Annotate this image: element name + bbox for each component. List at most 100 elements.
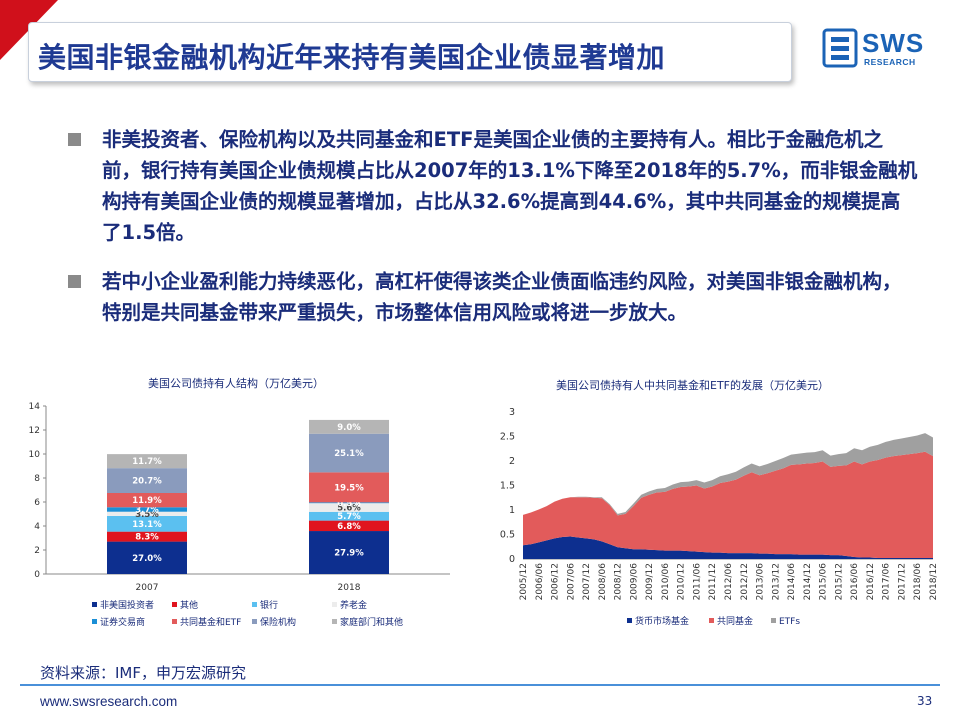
- bar-data-label: 20.7%: [132, 477, 162, 487]
- square-bullet-icon: [68, 275, 81, 288]
- x-tick-label: 2011/12: [708, 563, 718, 600]
- bar-segment: [309, 531, 389, 574]
- chart2-title: 美国公司债持有人中共同基金和ETF的发展（万亿美元）: [556, 379, 829, 392]
- x-tick-label: 2005/12: [519, 563, 529, 600]
- bar-segment: [107, 468, 187, 493]
- legend-label: 养老金: [340, 599, 367, 611]
- bullet-item: 非美投资者、保险机构以及共同基金和ETF是美国企业债的主要持有人。相比于金融危机…: [68, 124, 918, 248]
- bar-data-label: 8.3%: [135, 533, 159, 543]
- x-tick-label: 2015/12: [834, 563, 844, 600]
- bar-data-label: 11.7%: [132, 457, 162, 467]
- bar-segment: [107, 515, 187, 532]
- sws-logo: SWS RESEARCH: [822, 28, 942, 68]
- page-number: 33: [917, 694, 933, 708]
- area-series: [523, 451, 933, 559]
- bar-data-label: 0.5%: [337, 499, 361, 509]
- legend-label: 共同基金: [717, 615, 753, 627]
- x-tick-label: 2011/06: [692, 563, 702, 601]
- x-tick-label: 2018: [338, 583, 361, 593]
- x-tick-label: 2013/06: [756, 563, 766, 601]
- legend-label: 货币市场基金: [635, 615, 689, 627]
- legend-label: 证券交易商: [100, 616, 145, 628]
- legend-label: 银行: [260, 599, 278, 611]
- x-tick-label: 2006/06: [535, 563, 545, 601]
- square-bullet-icon: [68, 133, 81, 146]
- bar-segment: [107, 531, 187, 542]
- x-tick-label: 2015/06: [819, 563, 829, 601]
- bar-data-label: 27.0%: [132, 554, 162, 564]
- y-tick-label: 8: [34, 474, 40, 484]
- bullet-text: 非美投资者、保险机构以及共同基金和ETF是美国企业债的主要持有人。相比于金融危机…: [102, 128, 918, 244]
- bar-segment: [309, 520, 389, 532]
- logo-text: SWS: [862, 28, 925, 58]
- bar-data-label: 5.6%: [337, 504, 361, 514]
- x-tick-label: 2010/12: [677, 563, 687, 600]
- bar-segment: [107, 511, 187, 516]
- bar-segment: [309, 433, 389, 473]
- legend-swatch: [771, 618, 776, 623]
- area-series: [523, 433, 933, 516]
- legend-swatch: [709, 618, 714, 623]
- footer-divider: [20, 684, 940, 686]
- x-tick-label: 2018/12: [929, 563, 939, 600]
- title-bar: 美国非银金融机构近年来持有美国企业债显著增加 SWS RESEARCH: [0, 0, 960, 96]
- bar-data-label: 19.5%: [334, 483, 364, 493]
- legend-swatch: [332, 602, 337, 607]
- bar-data-label: 13.1%: [132, 520, 162, 530]
- bar-data-label: 6.8%: [337, 522, 361, 532]
- holder-structure-chart: 0 2 4 6 8 10 12 14 27.0% 8.3% 13.1%3.5%3.7%11.9% 20…: [29, 402, 450, 628]
- x-tick-label: 2017/06: [882, 563, 892, 601]
- bar-segment: [309, 503, 389, 512]
- x-tick-label: 2013/12: [771, 563, 781, 600]
- legend-label: 家庭部门和其他: [340, 616, 403, 628]
- bullet-text: 若中小企业盈利能力持续恶化，高杠杆使得该类企业债面临违约风险，对美国非银金融机构…: [102, 270, 902, 324]
- x-tick-label: 2014/12: [803, 563, 813, 600]
- legend-swatch: [92, 619, 97, 624]
- x-tick-label: 2012/12: [740, 563, 750, 600]
- footer-url[interactable]: www.swsresearch.com: [40, 694, 178, 709]
- x-tick-label: 2014/06: [787, 563, 797, 601]
- page-title: 美国非银金融机构近年来持有美国企业债显著增加: [38, 41, 666, 74]
- area-series: [523, 536, 933, 559]
- legend-label: 其他: [180, 599, 198, 611]
- legend-swatch: [252, 619, 257, 624]
- x-tick-label: 2010/06: [661, 563, 671, 601]
- bar-segment: [309, 419, 389, 434]
- y-tick-label: 0: [509, 554, 515, 565]
- x-tick-label: 2018/06: [913, 563, 923, 601]
- x-tick-label: 2007: [136, 583, 159, 593]
- x-tick-label: 2008/12: [614, 563, 624, 600]
- bar-segment: [107, 493, 187, 508]
- title-frame: [28, 22, 792, 82]
- legend-swatch: [172, 602, 177, 607]
- bar-data-label: 3.5%: [135, 510, 159, 520]
- x-tick-label: 2016/06: [850, 563, 860, 601]
- bar-data-label: 27.9%: [334, 549, 364, 559]
- legend-label: 保险机构: [260, 616, 296, 628]
- y-tick-label: 6: [34, 498, 40, 508]
- legend-label: ETFs: [779, 617, 800, 627]
- x-tick-label: 2007/06: [566, 563, 576, 601]
- x-tick-label: 2007/12: [582, 563, 592, 600]
- legend-swatch: [172, 619, 177, 624]
- legend-label: 共同基金和ETF: [180, 616, 241, 628]
- x-tick-label: 2009/06: [629, 563, 639, 601]
- y-tick-label: 0: [34, 570, 40, 580]
- legend-swatch: [332, 619, 337, 624]
- x-tick-label: 2006/12: [551, 563, 561, 600]
- bar-data-label: 25.1%: [334, 449, 364, 459]
- y-tick-label: 2: [34, 546, 40, 556]
- bullet-item: 若中小企业盈利能力持续恶化，高杠杆使得该类企业债面临违约风险，对美国非银金融机构…: [68, 266, 918, 328]
- x-tick-label: 2017/12: [897, 563, 907, 600]
- source-note: 资料来源：IMF，申万宏源研究: [40, 664, 246, 682]
- bar-data-label: 11.9%: [132, 496, 162, 506]
- logo-subtext: RESEARCH: [864, 57, 916, 67]
- bar-segment: [107, 541, 187, 574]
- x-tick-label: 2012/06: [724, 563, 734, 601]
- bar-segment: [309, 502, 389, 504]
- bar-segment: [107, 507, 187, 512]
- y-tick-label: 3: [509, 407, 515, 418]
- y-tick-label: 12: [29, 426, 40, 436]
- bar-segment: [309, 511, 389, 521]
- y-tick-label: 1: [509, 505, 515, 516]
